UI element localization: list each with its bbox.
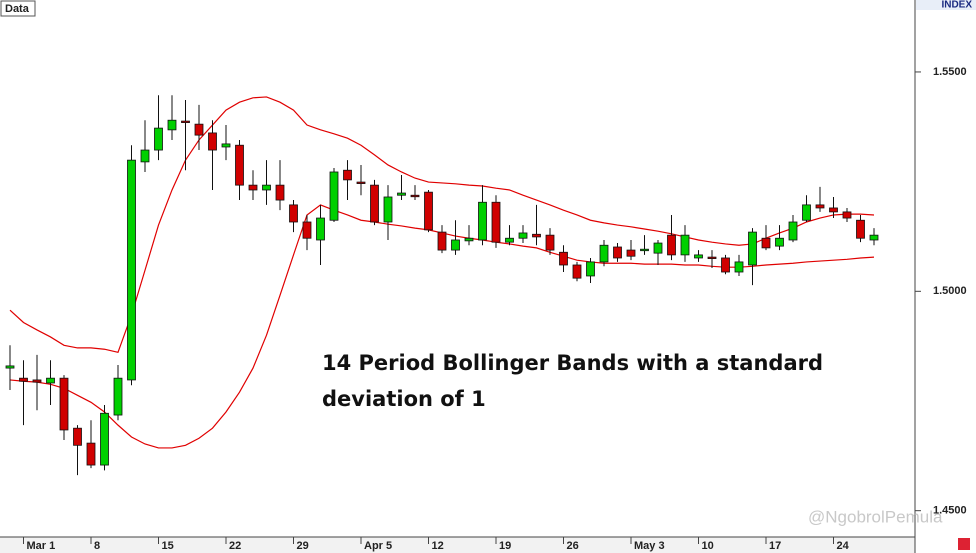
candle-body [356,181,366,184]
candle-body [86,442,96,466]
candle-body [262,184,271,191]
candle-body [734,261,744,273]
candle-body [73,427,82,446]
candle-body [167,119,177,131]
candle-body [856,219,865,239]
annotation: deviation of 1 [322,387,486,411]
candle-body [518,232,528,239]
x-tick-label: 15 [162,540,174,552]
candle-body [815,204,825,209]
candle-body [478,201,487,241]
candle-body [761,237,771,249]
candle-body [113,377,123,416]
candle-body [464,237,474,242]
candle-body [383,196,393,223]
x-tick-label: 12 [432,540,444,552]
candle-body [5,365,15,369]
candle-body [410,194,420,198]
x-tick-label: 22 [229,540,241,552]
candle-body [302,221,312,239]
candle-body [788,221,798,241]
x-tick-label: 8 [94,540,100,552]
source-label: Data [5,3,30,15]
candle-body [505,237,514,243]
corner-icon [958,538,970,550]
x-tick-label: May 3 [634,540,665,552]
y-tick-label: 1.4500 [933,505,967,517]
candle-body [397,192,406,196]
y-tick-label: 1.5000 [933,285,967,297]
candle-body [802,204,811,221]
candle-body [329,171,339,221]
x-tick-label: 19 [499,540,511,552]
candle-body [775,237,784,247]
candle-body [437,231,447,251]
candle-body [32,379,42,383]
candle-body [100,412,109,466]
candle-body [275,184,285,201]
candle-body [680,234,690,256]
x-tick-label: 26 [567,540,579,552]
x-tick-label: 17 [769,540,781,552]
candle-body [140,149,150,163]
candle-body [181,120,190,123]
bollinger-upper [9,96,875,353]
candle-body [289,204,298,223]
x-tick-label: 29 [297,540,309,552]
candle-body [869,234,879,241]
candle-body [721,257,730,273]
x-tick-label: 10 [702,540,714,552]
candle-body [451,239,460,251]
candle-body [235,144,244,186]
candle-body [667,234,676,256]
candle-body [154,127,163,151]
candle-body [829,207,838,213]
watermark: @NgobrolPemula [808,507,943,526]
x-tick-label: Apr 5 [364,540,392,552]
candle-body [572,264,582,279]
candle-body [599,244,609,263]
candle-body [343,169,352,181]
candle-body [127,159,136,381]
candle-body [370,184,379,223]
candle-body [19,377,28,382]
candle-body [545,234,555,251]
candle-body [626,249,636,257]
candle-body [424,191,433,231]
x-tick-label: 24 [837,540,850,552]
candle-body [640,248,649,252]
x-axis-strip [0,537,915,553]
candle-body [613,246,622,259]
candle-body [208,132,217,151]
candle-body [748,231,757,266]
candle-body [46,377,55,384]
source-box [0,0,36,17]
axis-header [916,0,976,10]
candle-body [59,377,69,431]
candle-body [221,143,231,148]
candle-body [248,184,258,191]
candle-body [491,201,501,243]
candle-body [842,211,852,219]
candle-body [316,217,325,241]
candle-body [194,123,204,136]
candle-body [694,254,703,259]
y-tick-label: 1.5500 [933,66,967,78]
annotation: 14 Period Bollinger Bands with a standar… [322,351,823,375]
candle-body [532,233,541,238]
axis-label: INDEX [941,0,972,11]
candle-body [586,261,595,277]
candle-body [559,251,568,266]
x-tick-label: Mar 1 [27,540,56,552]
candle-body [707,256,717,259]
candle-body [653,242,663,254]
